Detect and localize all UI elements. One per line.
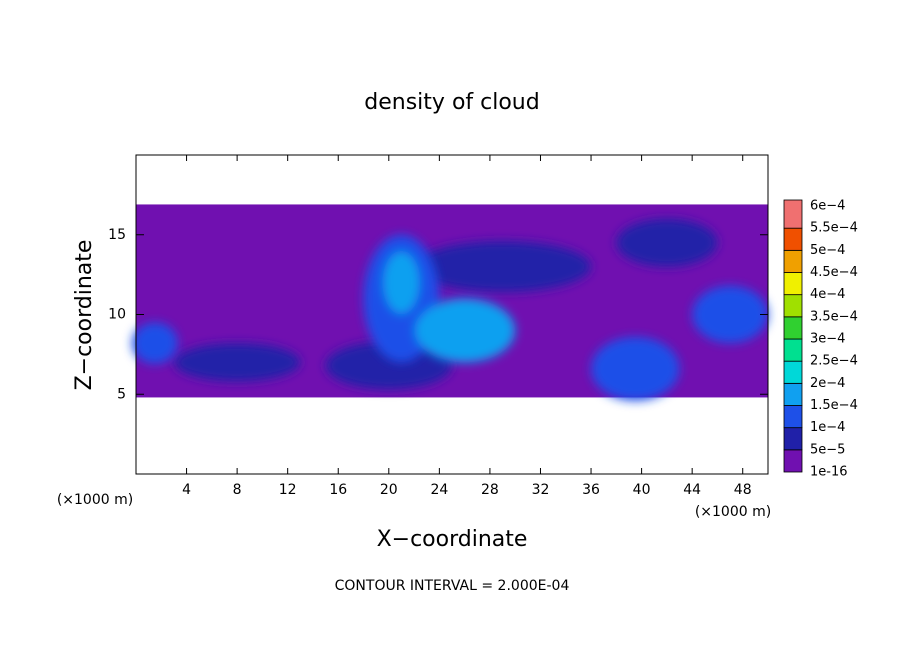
colorbar-box	[783, 316, 803, 340]
x-tick-label: 12	[279, 482, 297, 498]
contour-region	[616, 218, 718, 267]
field	[132, 204, 768, 401]
contour-region	[414, 298, 516, 363]
colorbar-label: 5e−4	[810, 243, 845, 258]
colorbar-label: 3e−4	[810, 332, 845, 347]
colorbar-label: 2e−4	[810, 376, 845, 391]
y-unit: (×1000 m)	[57, 492, 133, 508]
x-tick-label: 44	[683, 482, 701, 498]
colorbar-label: 5e−5	[810, 442, 845, 457]
contour-region	[173, 343, 301, 382]
colorbar-label: 4.5e−4	[810, 265, 858, 280]
x-tick-label: 36	[582, 482, 600, 498]
y-tick-label: 5	[117, 386, 126, 402]
y-tick-label: 15	[108, 227, 126, 243]
colorbar-label: 4e−4	[810, 287, 845, 302]
x-tick-label: 16	[329, 482, 347, 498]
colorbar-box	[783, 382, 803, 406]
x-tick-label: 24	[430, 482, 448, 498]
colorbar-label: 3.5e−4	[810, 309, 858, 324]
x-tick-label: 40	[633, 482, 651, 498]
colorbar-label: 1e-16	[810, 465, 848, 480]
colorbar-box	[783, 272, 803, 296]
x-unit: (×1000 m)	[695, 504, 771, 520]
x-tick-label: 20	[380, 482, 398, 498]
colorbar-label: 1e−4	[810, 420, 845, 435]
colorbar-box	[783, 427, 803, 451]
colorbar-box	[783, 294, 803, 318]
x-tick-label: 48	[734, 482, 752, 498]
contour-region	[382, 250, 421, 315]
contour-region	[591, 336, 680, 401]
colorbar-box	[783, 249, 803, 273]
chart-title: density of cloud	[364, 90, 539, 115]
contour-region	[414, 241, 592, 293]
colorbar-label: 1.5e−4	[810, 398, 858, 413]
colorbar-label: 5.5e−4	[810, 221, 858, 236]
x-tick-label: 8	[233, 482, 242, 498]
x-tick-label: 4	[182, 482, 191, 498]
x-tick-label: 32	[532, 482, 550, 498]
colorbar-box	[783, 360, 803, 384]
footer: CONTOUR INTERVAL = 2.000E-04	[335, 578, 570, 594]
colorbar-box	[783, 449, 803, 473]
colorbar-box	[783, 199, 803, 229]
contour-region	[132, 322, 178, 364]
x-tick-label: 28	[481, 482, 499, 498]
colorbar-box	[783, 405, 803, 429]
y-axis-label: Z−coordinate	[72, 240, 97, 391]
contour-region	[692, 285, 768, 344]
x-axis-label: X−coordinate	[377, 527, 528, 552]
colorbar-box	[783, 227, 803, 251]
colorbar-label: 6e−4	[810, 199, 845, 214]
colorbar-label: 2.5e−4	[810, 354, 858, 369]
y-tick-label: 10	[108, 307, 126, 323]
colorbar-box	[783, 338, 803, 362]
